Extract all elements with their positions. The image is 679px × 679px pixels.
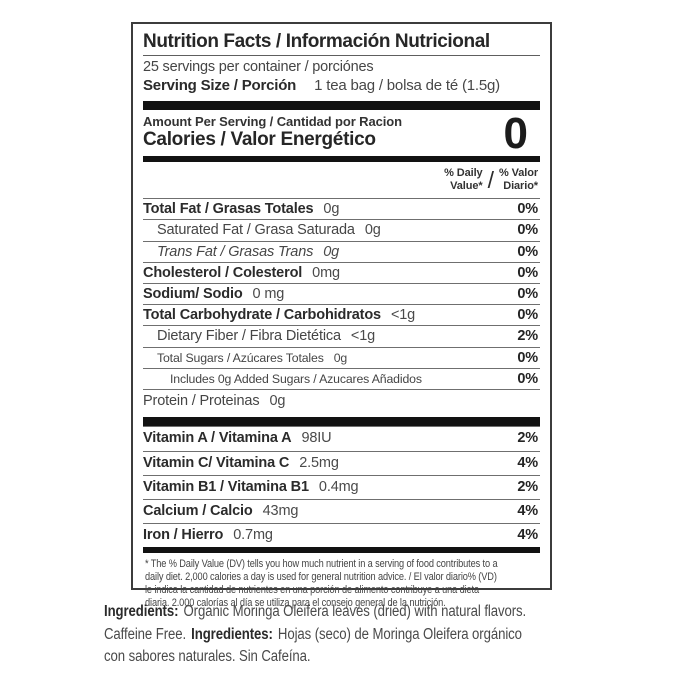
calories-label: Calories / Valor Energético (143, 128, 376, 150)
calories-value: 0 (503, 108, 528, 158)
serving-size-row: Serving Size / Porción 1 tea bag / bolsa… (143, 76, 540, 101)
footnote-line: * The % Daily Value (DV) tells you how m… (145, 558, 498, 571)
divider-bar-medium (143, 547, 540, 554)
nutrient-row-sodium: Sodium/ Sodio 0 mg 0% (143, 282, 540, 304)
servings-per-container: 25 servings per container / porciónes (143, 59, 374, 75)
vitamin-row-iron: Iron / Hierro 0.7mg 4% (143, 523, 540, 547)
nutrient-row-saturated-fat: Saturated Fat / Grasa Saturada 0g 0% (143, 219, 540, 240)
ingredients-section: Ingredients: Organic Moringa Oleifera lea… (104, 601, 664, 669)
daily-value-header-es: % Valor Diario* (498, 167, 538, 193)
amount-per-serving-label: Amount Per Serving / Cantidad por Racion (143, 113, 402, 129)
serving-size-label: Serving Size / Porción (143, 76, 297, 94)
footnote-line: diaria. 2.000 calorías al día se utiliza… (145, 597, 446, 610)
daily-value-header-en: % Daily Value* (444, 167, 483, 193)
ingredients-label-es: Ingredientes: (191, 625, 273, 643)
divider-thin (143, 55, 540, 56)
ingredients-label-en: Ingredients: (104, 603, 179, 620)
nutrient-row-protein: Protein / Proteinas 0g (143, 389, 540, 417)
daily-value-footnote: * The % Daily Value (DV) tells you how m… (143, 553, 540, 610)
slash-glyph: / (487, 166, 494, 193)
divider-bar-thick (143, 417, 540, 427)
calories-section: Amount Per Serving / Cantidad por Racion… (143, 110, 540, 156)
nutrient-row-total-carbohydrate: Total Carbohydrate / Carbohidratos <1g 0… (143, 304, 540, 325)
vitamin-row-vitamin-b1: Vitamin B1 / Vitamina B1 0.4mg 2% (143, 474, 540, 499)
vitamin-row-calcium: Calcium / Calcio 43mg 4% (143, 498, 540, 523)
footnote-line: le indica la cantidad de nutrientes en u… (145, 584, 479, 597)
divider-bar-medium (143, 155, 540, 162)
vitamin-row-vitamin-a: Vitamin A / Vitamina A 98IU 2% (143, 426, 540, 450)
ingredients-line: con sabores naturales. Sin Cafeína. (104, 648, 311, 665)
nutrient-row-cholesterol: Cholesterol / Colesterol 0mg 0% (143, 261, 540, 283)
nutrient-row-dietary-fiber: Dietary Fiber / Fibra Dietética <1g 2% (143, 325, 540, 346)
nutrient-row-total-fat: Total Fat / Grasas Totales 0g 0% (143, 198, 540, 219)
footnote-line: daily diet. 2,000 calories a day is used… (145, 571, 497, 584)
divider-bar-thick (143, 100, 540, 110)
daily-value-header: % Daily Value* / % Valor Diario* (143, 162, 540, 199)
nutrient-row-trans-fat: Trans Fat / Grasas Trans 0g 0% (143, 240, 540, 262)
ingredients-line: Ingredients: Organic Moringa Oleifera lea… (104, 603, 527, 620)
nutrition-facts-panel: Nutrition Facts / Información Nutriciona… (131, 22, 552, 609)
nutrient-row-added-sugars: Includes 0g Added Sugars / Azucares Añad… (143, 367, 540, 389)
serving-size-value: 1 tea bag / bolsa de té (1.5g) (314, 76, 500, 94)
nutrient-row-total-sugars: Total Sugars / Azúcares Totales 0g 0% (143, 346, 540, 368)
panel-title: Nutrition Facts / Información Nutriciona… (143, 31, 490, 52)
vitamin-row-vitamin-c: Vitamin C/ Vitamina C 2.5mg 4% (143, 450, 540, 475)
ingredients-line: Caffeine Free. Ingredientes: Hojas (seco) … (104, 625, 522, 643)
